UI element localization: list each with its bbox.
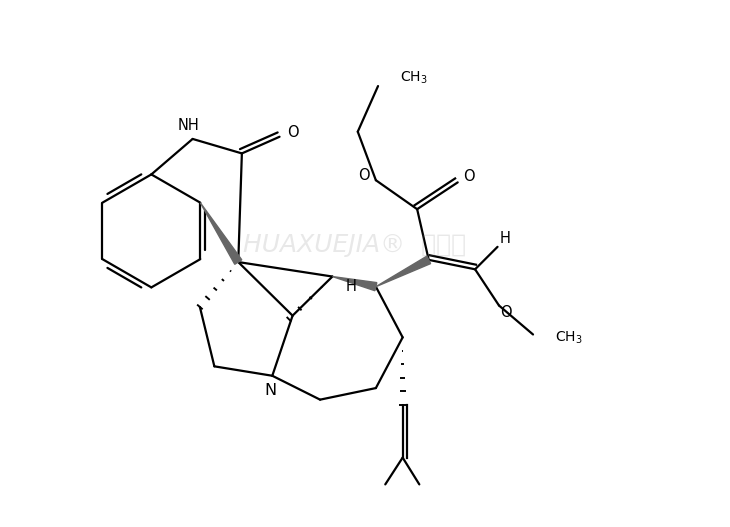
Text: CH$_3$: CH$_3$ [400,69,427,85]
Text: H: H [500,231,511,247]
Text: H: H [346,279,357,294]
Text: O: O [500,305,512,320]
Text: NH: NH [177,119,199,133]
Polygon shape [376,256,431,287]
Text: N: N [265,383,277,398]
Text: O: O [464,169,475,184]
Text: CH$_3$: CH$_3$ [555,330,583,346]
Polygon shape [200,203,242,265]
Text: O: O [358,168,370,183]
Polygon shape [332,277,377,291]
Text: O: O [287,125,299,140]
Text: HUAXUEJIA®  化学加: HUAXUEJIA® 化学加 [242,233,466,257]
